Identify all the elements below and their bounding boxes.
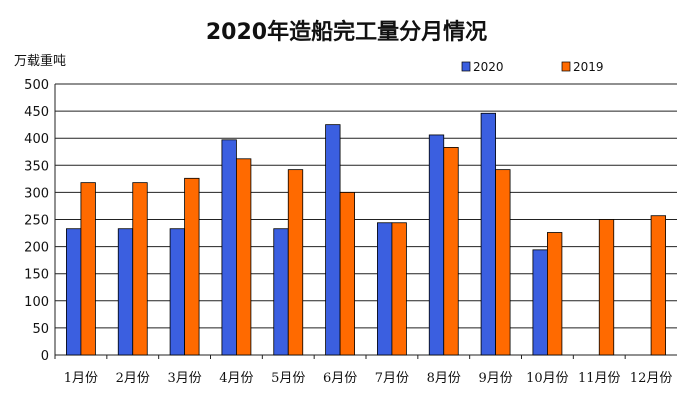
bar-2020-10 bbox=[532, 249, 548, 356]
bar-2020-5 bbox=[273, 228, 289, 356]
bar-2019-8 bbox=[443, 147, 459, 356]
y-tick-label-400: 400 bbox=[24, 132, 49, 147]
bar-2019-6 bbox=[339, 191, 355, 356]
bar-2020-4 bbox=[221, 139, 237, 356]
legend-swatch-2019 bbox=[561, 61, 571, 72]
bar-2020-7 bbox=[377, 222, 393, 356]
bar-2020-9 bbox=[480, 112, 496, 356]
chart-title: 2020年造船完工量分月情况 bbox=[205, 20, 488, 45]
bar-2019-7 bbox=[391, 222, 407, 356]
y-tick-label-450: 450 bbox=[24, 105, 49, 120]
x-category-label-4: 4月份 bbox=[219, 371, 253, 386]
y-tick-label-300: 300 bbox=[24, 186, 49, 201]
x-category-label-12: 12月份 bbox=[630, 371, 673, 386]
legend-label-2020: 2020 bbox=[473, 60, 504, 74]
y-tick-label-50: 50 bbox=[32, 322, 49, 337]
y-tick-label-200: 200 bbox=[24, 241, 49, 256]
x-category-label-6: 6月份 bbox=[323, 371, 357, 386]
bar-2019-1 bbox=[80, 182, 96, 356]
bar-2019-5 bbox=[287, 169, 304, 356]
y-tick-label-500: 500 bbox=[24, 78, 49, 93]
x-category-label-11: 11月份 bbox=[578, 371, 621, 386]
bar-2019-9 bbox=[495, 169, 511, 356]
bar-2019-2 bbox=[132, 182, 148, 356]
bar-2020-6 bbox=[325, 124, 341, 356]
y-tick-label-350: 350 bbox=[24, 159, 49, 174]
x-category-label-1: 1月份 bbox=[64, 371, 98, 386]
y-tick-label-100: 100 bbox=[24, 295, 49, 310]
x-category-label-5: 5月份 bbox=[271, 371, 305, 386]
x-category-label-10: 10月份 bbox=[526, 371, 569, 386]
bar-2020-1 bbox=[66, 228, 82, 356]
x-category-label-2: 2月份 bbox=[116, 371, 150, 386]
y-tick-label-150: 150 bbox=[24, 268, 49, 283]
y-tick-label-250: 250 bbox=[24, 214, 49, 229]
y-axis-unit-label: 万载重吨 bbox=[14, 54, 67, 69]
bar-2020-2 bbox=[117, 228, 134, 356]
x-category-label-8: 8月份 bbox=[427, 371, 461, 386]
bar-2019-12 bbox=[650, 215, 666, 356]
bar-2019-3 bbox=[184, 177, 200, 356]
bar-2019-11 bbox=[598, 219, 615, 356]
x-category-label-9: 9月份 bbox=[478, 371, 512, 386]
bar-2019-4 bbox=[236, 158, 252, 356]
bar-2020-3 bbox=[169, 228, 185, 356]
legend-label-2019: 2019 bbox=[573, 60, 604, 74]
bar-2020-8 bbox=[428, 134, 445, 356]
bar-2019-10 bbox=[547, 232, 563, 356]
legend-swatch-2020 bbox=[461, 61, 471, 72]
y-tick-label-0: 0 bbox=[41, 349, 49, 364]
x-category-label-3: 3月份 bbox=[167, 371, 201, 386]
x-category-label-7: 7月份 bbox=[375, 371, 409, 386]
